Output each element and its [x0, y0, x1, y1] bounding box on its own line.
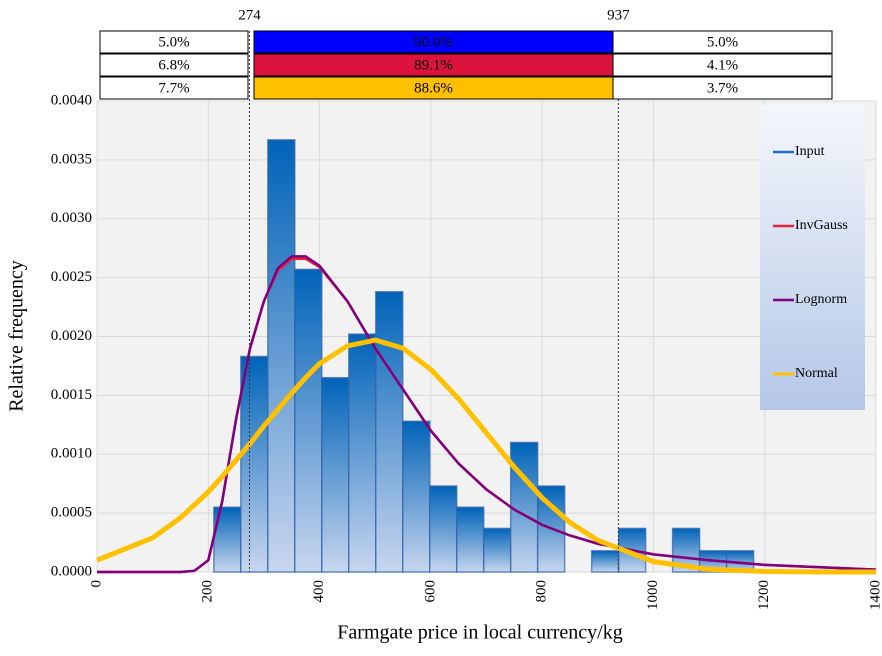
y-tick-label: 0.0000	[51, 563, 92, 579]
band-cell	[99, 53, 249, 77]
bar	[590, 550, 620, 573]
bar	[267, 139, 296, 573]
x-tick-label: 0	[88, 580, 104, 588]
y-tick-label: 0.0030	[51, 210, 92, 226]
bar	[455, 506, 485, 573]
y-tick-label: 0.0020	[51, 328, 92, 344]
bar	[509, 441, 539, 573]
band-label: 6.8%	[158, 57, 189, 73]
delimiter-label: 274	[238, 7, 261, 23]
legend-label: InvGauss	[795, 218, 848, 233]
y-tick-label: 0.0035	[51, 151, 92, 167]
y-tick-label: 0.0010	[51, 446, 92, 462]
band-label: 3.7%	[707, 80, 738, 96]
band-label: 5.0%	[158, 34, 189, 50]
x-tick-label: 1200	[756, 580, 772, 610]
delimiter-label: 937	[607, 7, 630, 23]
legend-label: Normal	[795, 366, 838, 381]
x-axis-title: Farmgate price in local currency/kg	[337, 622, 622, 644]
bar	[402, 420, 431, 573]
x-tick-label: 600	[422, 580, 438, 603]
bar	[482, 527, 512, 573]
x-tick-label: 400	[311, 580, 327, 603]
band-cell	[99, 76, 249, 100]
y-tick-label: 0.0005	[51, 505, 92, 521]
band-cell	[612, 53, 833, 77]
band-label: 89.1%	[414, 57, 453, 73]
legend-label: Input	[795, 144, 825, 159]
bar	[348, 333, 377, 573]
bar	[294, 268, 323, 573]
bar	[321, 376, 350, 573]
x-tick-label: 800	[534, 580, 550, 603]
y-axis-title: Relative frequency	[6, 260, 28, 412]
x-tick-label: 200	[200, 580, 216, 603]
y-tick-label: 0.0040	[51, 92, 92, 108]
band-cell	[99, 30, 249, 54]
band-label: 88.6%	[414, 80, 453, 96]
band-label: 7.7%	[158, 80, 189, 96]
legend-label: Lognorm	[795, 292, 847, 307]
legend-box	[760, 105, 865, 410]
band-cell	[612, 30, 833, 54]
band-cell	[612, 76, 833, 100]
fit-curve	[96, 337, 876, 575]
y-tick-label: 0.0025	[51, 269, 92, 285]
bar	[428, 485, 458, 573]
bar	[240, 355, 269, 573]
bar	[375, 291, 404, 573]
y-tick-label: 0.0015	[51, 387, 92, 403]
x-tick-label: 1000	[645, 580, 661, 610]
x-tick-label: 1400	[867, 580, 882, 610]
band-label: 4.1%	[707, 57, 738, 73]
band-label: 90.0%	[414, 34, 453, 50]
band-label: 5.0%	[707, 34, 738, 50]
